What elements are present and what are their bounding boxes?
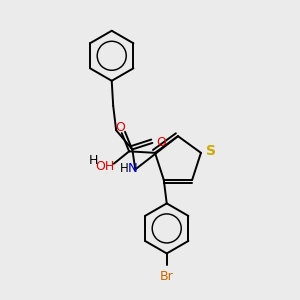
Text: H: H (120, 162, 128, 175)
Text: N: N (128, 162, 137, 175)
Text: S: S (206, 144, 216, 158)
Text: H: H (89, 154, 98, 167)
Text: O: O (157, 136, 166, 149)
Text: O: O (115, 121, 125, 134)
Text: Br: Br (160, 270, 174, 283)
Text: OH: OH (95, 160, 115, 173)
